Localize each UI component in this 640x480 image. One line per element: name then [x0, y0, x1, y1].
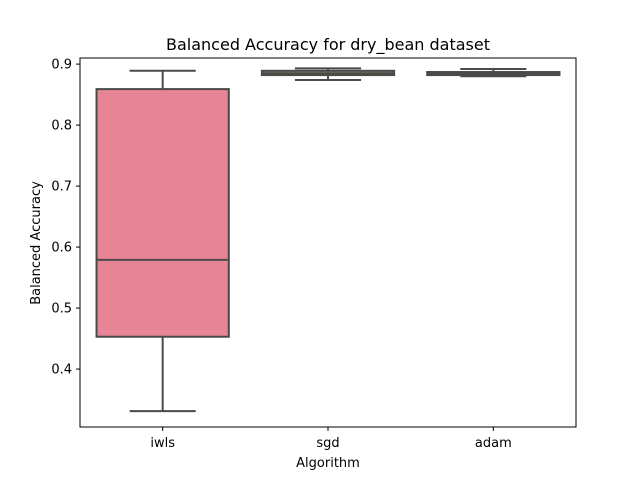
y-axis-label: Balanced Accuracy	[29, 181, 44, 305]
y-tick-label: 0.9	[51, 58, 72, 73]
box-body	[95, 88, 230, 338]
x-axis: iwls sgd adam	[150, 427, 512, 451]
y-tick-label: 0.6	[51, 241, 72, 256]
box-sgd	[260, 67, 396, 81]
box-adam	[426, 67, 561, 78]
y-tick-label: 0.4	[51, 363, 72, 378]
y-axis: 0.4 0.5 0.6 0.7 0.8 0.9	[51, 58, 80, 378]
y-tick-label: 0.8	[51, 119, 72, 134]
chart-title: Balanced Accuracy for dry_bean dataset	[166, 35, 490, 55]
x-axis-label: Algorithm	[296, 456, 360, 471]
boxes-layer	[95, 67, 561, 413]
x-tick-label-sgd: sgd	[316, 436, 339, 451]
y-tick-label: 0.5	[51, 302, 72, 317]
x-tick-label-iwls: iwls	[150, 436, 175, 451]
y-tick-label: 0.7	[51, 180, 72, 195]
box-iwls	[95, 69, 230, 413]
x-tick-label-adam: adam	[475, 436, 512, 451]
